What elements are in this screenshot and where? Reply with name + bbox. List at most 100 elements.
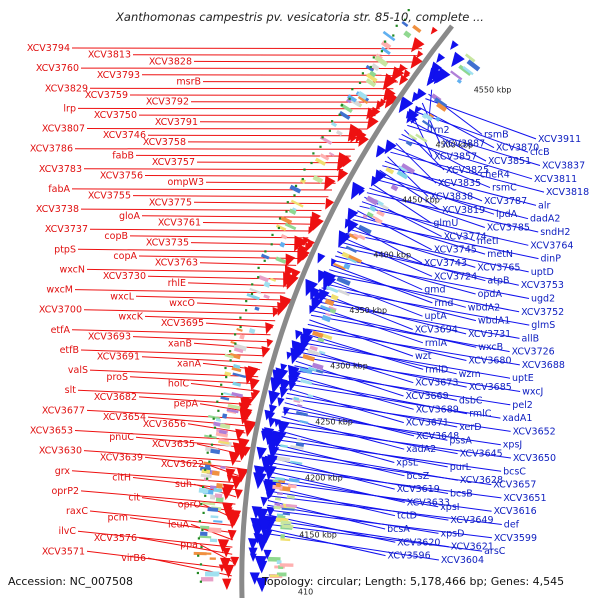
track-marker — [340, 104, 344, 107]
reverse-gene-arrow — [319, 288, 330, 304]
gene-label-reverse: glmS — [531, 320, 555, 331]
kbp-tick-label: 4200 kbp — [305, 474, 343, 483]
feature-block — [330, 294, 339, 301]
track-marker — [338, 113, 341, 116]
gene-label-reverse: wxcB — [478, 342, 503, 353]
feature-block — [311, 330, 324, 339]
leader-line-reverse — [316, 301, 520, 339]
feature-block — [275, 256, 287, 264]
feature-block — [201, 577, 214, 582]
gene-label-forward: wxcO — [169, 298, 195, 309]
gene-label-forward: wxcL — [110, 291, 134, 302]
gene-label-forward: XCV3783 — [39, 164, 82, 175]
feature-block — [274, 502, 281, 506]
feature-block — [299, 367, 313, 375]
feature-block — [280, 538, 291, 542]
gene-label-reverse: cheR4 — [480, 169, 510, 180]
gene-label-reverse: XCV3599 — [494, 533, 537, 544]
gene-label-reverse: XCV3596 — [388, 551, 431, 562]
leader-line-forward — [202, 222, 315, 225]
gene-label-forward: XCV3791 — [155, 117, 198, 128]
leader-line-reverse — [274, 453, 492, 486]
leader-line-forward — [89, 510, 234, 526]
feature-block — [276, 492, 283, 496]
gene-label-forward: XCV3639 — [100, 452, 143, 463]
forward-gene-arrow — [217, 539, 230, 553]
kbp-tick-label: 4250 kbp — [315, 417, 353, 426]
feature-block — [269, 574, 279, 578]
feature-block — [312, 174, 324, 184]
kbp-tick-label: 410 — [298, 588, 313, 597]
feature-block — [280, 216, 293, 225]
feature-block — [403, 30, 412, 39]
gene-label-forward: XCV3735 — [146, 238, 189, 249]
forward-gene-arrow — [324, 175, 336, 191]
feature-block — [290, 444, 304, 450]
gene-label-reverse: xadA2 — [406, 444, 436, 455]
gene-label-forward: slt — [65, 385, 77, 396]
feature-block — [328, 151, 335, 157]
forward-gene-arrow — [222, 578, 232, 590]
forward-gene-arrow — [297, 247, 310, 265]
gene-label-reverse: XCV3911 — [538, 134, 581, 145]
feature-block — [338, 110, 351, 120]
feature-block — [290, 460, 303, 465]
forward-gene-arrow — [272, 307, 281, 318]
track-marker — [217, 409, 220, 412]
track-marker — [301, 178, 304, 181]
leader-line-reverse — [382, 165, 537, 206]
track-marker — [251, 283, 254, 286]
reverse-gene-arrow — [317, 252, 326, 264]
feature-block — [299, 419, 309, 424]
reverse-gene-arrow — [258, 519, 271, 536]
reverse-gene-arrow — [249, 572, 260, 585]
feature-block — [358, 224, 372, 235]
gene-label-forward: XCV3756 — [100, 171, 143, 182]
track-marker — [224, 366, 227, 370]
gene-label-reverse: rmd — [434, 298, 453, 309]
track-marker — [198, 520, 201, 523]
feature-block — [233, 347, 244, 354]
gene-label-forward: XCV3695 — [161, 318, 204, 329]
feature-block — [279, 563, 294, 567]
feature-block — [209, 538, 218, 543]
gene-label-forward: XCV3677 — [42, 405, 85, 416]
forward-gene-arrow — [265, 322, 274, 335]
gene-label-forward: XCV3746 — [103, 130, 146, 141]
leader-line-forward — [77, 530, 233, 548]
feature-block — [220, 465, 226, 470]
track-marker — [229, 359, 232, 362]
track-marker — [271, 233, 274, 236]
leader-line-reverse — [280, 420, 458, 455]
feature-block — [231, 366, 242, 373]
gene-label-reverse: XCV3818 — [546, 187, 589, 198]
gene-label-reverse: bcsZ — [407, 471, 430, 482]
leader-line-forward — [141, 74, 403, 76]
reverse-gene-arrow — [277, 397, 285, 407]
forward-gene-arrow — [337, 168, 349, 182]
gene-label-forward: XCV3775 — [149, 197, 192, 208]
leader-line-reverse — [361, 201, 476, 242]
gene-label-reverse: XCV3616 — [494, 506, 537, 517]
gene-label-reverse: XCV3765 — [477, 262, 520, 273]
feature-block — [358, 234, 366, 241]
gene-label-forward: XCV3571 — [42, 546, 85, 557]
gene-label-forward: ilvC — [58, 526, 76, 537]
reverse-gene-arrow — [264, 427, 275, 441]
leader-line-reverse — [395, 142, 437, 184]
leader-line-reverse — [352, 219, 539, 260]
track-marker — [369, 65, 372, 69]
gene-label-forward: ptpS — [54, 244, 76, 255]
gene-label-reverse: pel2 — [512, 400, 533, 411]
feature-block — [300, 378, 313, 386]
forward-gene-arrow — [223, 564, 235, 579]
feature-block — [214, 493, 223, 499]
leader-line-reverse — [398, 138, 533, 180]
gene-label-reverse: rsmB — [484, 129, 509, 140]
feature-block — [280, 444, 288, 449]
gene-label-forward: XCV3654 — [103, 412, 146, 423]
leader-line-reverse — [371, 183, 432, 224]
gene-label-reverse: XCV3857 — [434, 152, 477, 163]
gene-label-forward: XCV3828 — [149, 56, 192, 67]
